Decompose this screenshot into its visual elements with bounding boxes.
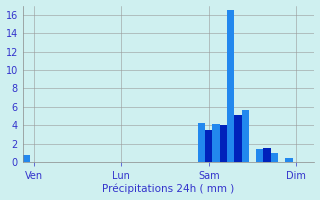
Bar xyxy=(285,158,292,162)
Bar xyxy=(220,125,227,162)
X-axis label: Précipitations 24h ( mm ): Précipitations 24h ( mm ) xyxy=(102,184,235,194)
Bar xyxy=(234,115,242,162)
Bar xyxy=(256,149,263,162)
Bar xyxy=(205,130,212,162)
Bar xyxy=(227,10,234,162)
Bar xyxy=(271,153,278,162)
Bar xyxy=(242,110,249,162)
Bar xyxy=(198,123,205,162)
Bar xyxy=(263,148,271,162)
Bar xyxy=(212,124,220,162)
Bar xyxy=(23,155,30,162)
